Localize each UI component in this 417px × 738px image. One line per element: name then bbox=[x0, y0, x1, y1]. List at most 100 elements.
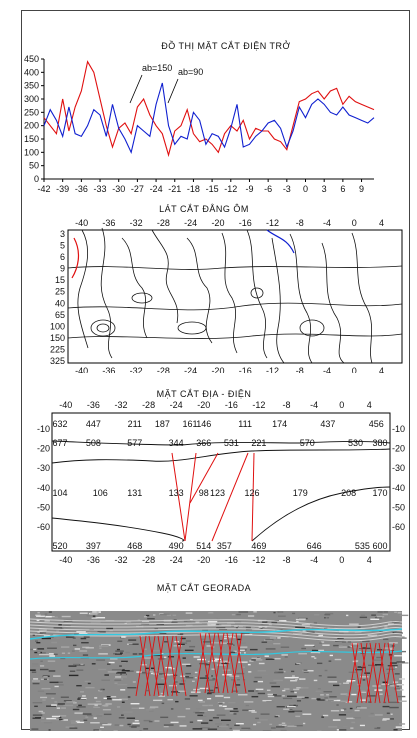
gpr-noise bbox=[119, 724, 124, 727]
gpr-noise bbox=[74, 712, 83, 714]
gpr-noise bbox=[211, 660, 218, 662]
gpr-noise bbox=[326, 694, 329, 696]
y-tick-label: 200 bbox=[24, 121, 39, 131]
gpr-noise bbox=[202, 629, 209, 632]
gpr-noise bbox=[220, 642, 230, 644]
gpr-noise bbox=[71, 650, 75, 652]
y-tick-label: 0 bbox=[34, 174, 39, 184]
gpr-noise bbox=[53, 675, 61, 677]
gpr-noise bbox=[298, 653, 307, 655]
gpr-noise bbox=[121, 636, 126, 638]
gpr-noise bbox=[354, 631, 362, 634]
gpr-noise bbox=[379, 693, 383, 695]
gpr-noise bbox=[210, 641, 216, 643]
gpr-noise bbox=[228, 701, 236, 704]
gpr-noise bbox=[336, 704, 339, 706]
gpr-noise bbox=[397, 695, 406, 698]
gpr-noise bbox=[159, 613, 170, 616]
gpr-noise bbox=[281, 722, 286, 724]
gpr-noise bbox=[314, 614, 320, 616]
series-pointer-ab90 bbox=[167, 78, 179, 104]
gpr-noise bbox=[85, 716, 89, 718]
gpr-noise bbox=[282, 724, 287, 726]
gpr-noise bbox=[393, 729, 398, 731]
gpr-noise bbox=[121, 669, 130, 672]
gpr-noise bbox=[295, 715, 301, 718]
gpr-noise bbox=[76, 631, 86, 633]
x-tick-label-top: 4 bbox=[379, 218, 384, 228]
gpr-noise bbox=[91, 663, 96, 665]
gpr-noise bbox=[82, 695, 86, 697]
y-tick-label: 40 bbox=[55, 298, 65, 308]
gpr-noise bbox=[178, 690, 187, 692]
gpr-noise bbox=[245, 626, 251, 629]
gpr-noise bbox=[54, 684, 64, 686]
gpr-noise bbox=[138, 707, 145, 709]
resistivity-value: 208 bbox=[341, 488, 356, 498]
gpr-noise bbox=[155, 673, 166, 675]
gpr-noise bbox=[53, 627, 63, 629]
gpr-noise bbox=[353, 717, 362, 719]
gpr-noise bbox=[316, 698, 321, 700]
gpr-noise bbox=[302, 713, 312, 715]
gpr-noise bbox=[165, 666, 173, 669]
x-tick-label-bottom: -16 bbox=[225, 555, 238, 565]
gpr-noise bbox=[100, 726, 104, 729]
gpr-noise bbox=[318, 675, 322, 677]
gpr-noise bbox=[280, 729, 287, 731]
gpr-noise bbox=[311, 649, 319, 652]
gpr-noise bbox=[149, 670, 153, 673]
contour-frame bbox=[67, 229, 403, 364]
gpr-noise bbox=[324, 697, 328, 699]
gpr-noise bbox=[401, 637, 407, 639]
gpr-noise bbox=[165, 674, 174, 676]
gpr-noise bbox=[99, 647, 102, 649]
gpr-noise bbox=[74, 664, 85, 666]
gpr-noise bbox=[291, 670, 295, 673]
gpr-noise bbox=[340, 700, 349, 703]
gpr-noise bbox=[383, 611, 388, 613]
resistivity-value: 161 bbox=[182, 419, 197, 429]
gpr-noise bbox=[43, 676, 48, 678]
gpr-noise bbox=[216, 623, 220, 626]
gpr-noise bbox=[141, 636, 148, 638]
gpr-noise bbox=[90, 612, 99, 614]
gpr-noise bbox=[214, 658, 222, 661]
gpr-noise bbox=[41, 712, 45, 714]
gpr-noise bbox=[282, 689, 286, 692]
gpr-noise bbox=[211, 668, 216, 670]
gpr-noise bbox=[117, 640, 123, 642]
gpr-noise bbox=[49, 655, 55, 657]
gpr-noise bbox=[265, 648, 276, 650]
gpr-noise bbox=[381, 671, 388, 674]
gpr-noise bbox=[119, 652, 123, 654]
x-tick-label: -21 bbox=[168, 184, 181, 194]
gpr-noise bbox=[399, 614, 409, 617]
gpr-noise bbox=[265, 658, 275, 660]
gpr-noise bbox=[386, 672, 390, 675]
gpr-noise bbox=[145, 667, 149, 670]
gpr-noise bbox=[199, 710, 207, 712]
gpr-noise bbox=[154, 628, 159, 630]
gpr-noise bbox=[207, 728, 218, 730]
y-tick-label: 100 bbox=[50, 321, 65, 331]
gpr-noise bbox=[49, 681, 59, 684]
gpr-noise bbox=[117, 684, 128, 686]
gpr-noise bbox=[251, 659, 256, 661]
gpr-noise bbox=[325, 612, 334, 615]
gpr-noise bbox=[321, 641, 325, 643]
gpr-noise bbox=[397, 700, 407, 702]
depth-label-left: -50 bbox=[37, 502, 50, 512]
gpr-noise bbox=[328, 726, 338, 728]
gpr-noise bbox=[147, 617, 155, 620]
gpr-noise bbox=[216, 627, 226, 629]
gpr-noise bbox=[120, 689, 126, 691]
gpr-noise bbox=[60, 696, 69, 698]
gpr-noise bbox=[198, 632, 208, 635]
gpr-noise bbox=[213, 617, 219, 619]
x-tick-label: -15 bbox=[206, 184, 219, 194]
gpr-noise bbox=[79, 697, 87, 700]
gpr-noise bbox=[122, 668, 125, 671]
gpr-noise bbox=[212, 717, 219, 719]
gpr-noise bbox=[364, 672, 370, 674]
